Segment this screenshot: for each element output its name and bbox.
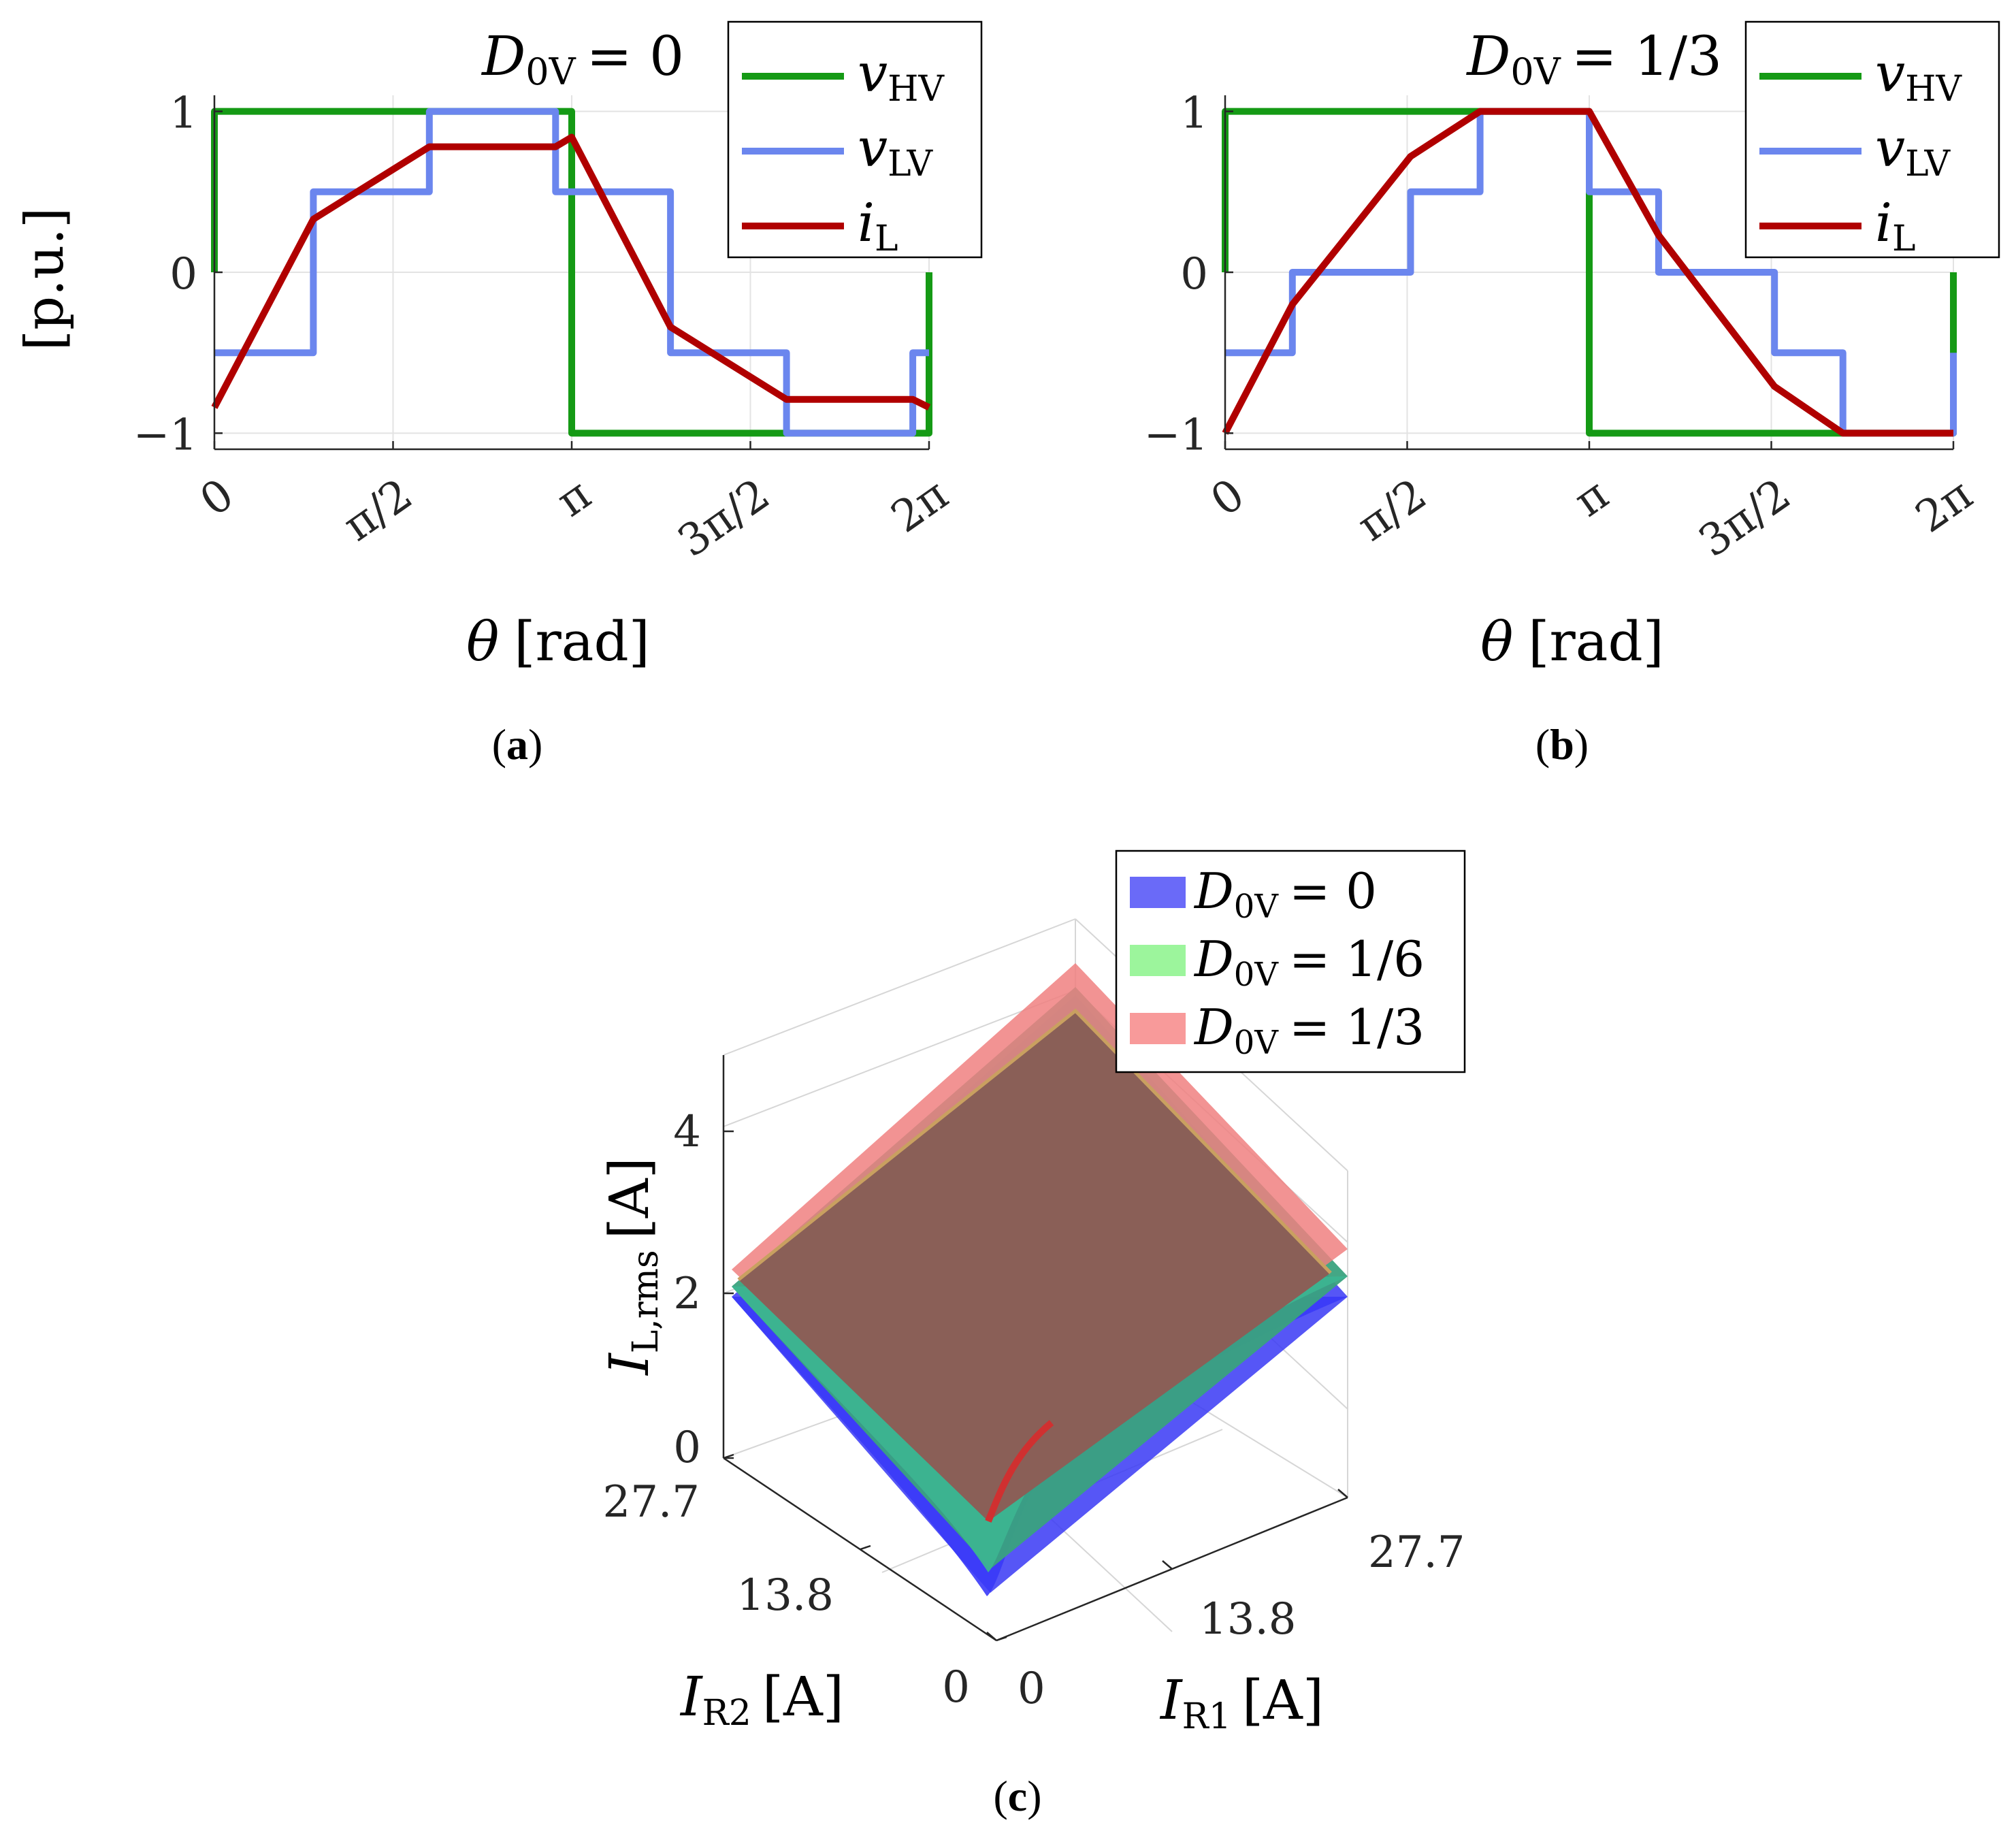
panel-b-xtick-label-1: π/2 bbox=[1349, 470, 1436, 551]
panel-a-xlabel: θ [rad] bbox=[466, 610, 650, 673]
panel-c-z-ticks: 0 2 4 bbox=[673, 1107, 701, 1473]
panel-a-xtick-label-2: π bbox=[548, 470, 600, 528]
panel-b-xlabel: θ [rad] bbox=[1480, 610, 1664, 673]
panel-a-xtick-label-1: π/2 bbox=[335, 470, 422, 551]
ytick-13-8: 13.8 bbox=[737, 1570, 834, 1621]
panel-c-legend-label-1: D0V = 1/6 bbox=[1193, 931, 1425, 994]
panel-b-series-iL bbox=[1222, 108, 1953, 437]
panel-a-legend-label-1: vLV bbox=[858, 118, 933, 184]
panel-b-line-chart: 0 π/2 π 3π/2 2π 1 0 −1 D0V = 1/3 θ [rad] vHV vLV iL… bbox=[1144, 20, 2000, 769]
ztick-2: 2 bbox=[673, 1269, 701, 1319]
panel-c-legend-swatch-2 bbox=[1130, 1013, 1186, 1044]
panel-b-xtick-label-4: 2π bbox=[1907, 470, 1982, 543]
ytick-0: 0 bbox=[942, 1662, 970, 1713]
surface-d0v-1-3 bbox=[732, 963, 1348, 1523]
panel-c-xlabel: IR1 [A] bbox=[1159, 1668, 1324, 1737]
panel-a-caption: (a) bbox=[492, 720, 543, 769]
panel-b-xtick-label-2: π bbox=[1565, 470, 1618, 528]
panel-a-legend-label-2: iL bbox=[858, 193, 898, 259]
panel-a-title: D0V = 0 bbox=[481, 25, 684, 93]
panel-b-title: D0V = 1/3 bbox=[1465, 25, 1722, 93]
panel-b-ytick-label-1: 0 bbox=[1180, 249, 1208, 300]
panel-b-caption: (b) bbox=[1535, 720, 1589, 769]
panel-c-legend-label-2: D0V = 1/3 bbox=[1193, 999, 1425, 1062]
panel-b-legend-label-2: iL bbox=[1875, 193, 1915, 259]
panel-b-xtick-label-3: 3π/2 bbox=[1690, 470, 1800, 568]
panel-b-legend-label-0: vHV bbox=[1875, 43, 1962, 110]
panel-c-axes bbox=[722, 1055, 1348, 1642]
panel-a-xtick-label-3: 3π/2 bbox=[669, 470, 779, 568]
panel-c-legend-label-0: D0V = 0 bbox=[1193, 862, 1377, 926]
panel-c-x-ticks: 0 13.8 27.7 bbox=[1018, 1527, 1465, 1714]
panel-a-ytick-label-0: 1 bbox=[169, 88, 197, 139]
panel-b-ytick-label-2: −1 bbox=[1144, 410, 1208, 460]
xtick-0: 0 bbox=[1018, 1664, 1045, 1714]
panel-c-legend-swatch-1 bbox=[1130, 945, 1186, 976]
panel-a-series-iL bbox=[211, 133, 931, 410]
panel-c-ylabel: IR2 [A] bbox=[679, 1665, 844, 1734]
panel-a-ytick-label-2: −1 bbox=[133, 410, 197, 460]
panel-b-xtick-label-0: 0 bbox=[1202, 470, 1254, 527]
panel-c-caption: (c) bbox=[993, 1772, 1041, 1820]
panel-a-ylabel: [p.u.] bbox=[14, 208, 76, 351]
ztick-4: 4 bbox=[673, 1107, 701, 1157]
panel-a-line-chart: 0 π/2 π 3π/2 2π 1 0 −1 [p.u.] D0V = 0 θ [rad] vHV… bbox=[14, 20, 983, 769]
xtick-13-8: 13.8 bbox=[1199, 1594, 1297, 1645]
panel-b-legend: vHV vLV iL bbox=[1744, 20, 2000, 259]
panel-c-surface-chart: 0 2 4 27.7 13.8 0 0 13.8 27.7 IL,rms[A] … bbox=[598, 850, 1466, 1820]
panel-a-xtick-label-0: 0 bbox=[191, 470, 243, 527]
xtick-27-7: 27.7 bbox=[1368, 1527, 1465, 1578]
ztick-0: 0 bbox=[673, 1423, 701, 1473]
panel-b-legend-label-1: vLV bbox=[1875, 118, 1951, 184]
panel-c-zlabel: IL,rms[A] bbox=[598, 1157, 666, 1376]
panel-a-xtick-label-4: 2π bbox=[883, 470, 958, 543]
panel-c-y-ticks: 27.7 13.8 0 bbox=[603, 1477, 971, 1713]
ytick-27-7: 27.7 bbox=[603, 1477, 700, 1527]
panel-c-legend-swatch-0 bbox=[1130, 877, 1186, 908]
panel-a-legend: vHV vLV iL bbox=[727, 20, 983, 259]
panel-a-legend-label-0: vHV bbox=[858, 43, 945, 110]
panel-a-ytick-label-1: 0 bbox=[169, 249, 197, 300]
panel-a-axes bbox=[213, 95, 930, 451]
svg-text:θ[rad]: θ [rad] bbox=[1480, 610, 1664, 673]
panel-b-series-vLV bbox=[1225, 108, 1957, 437]
panel-b-axes bbox=[1224, 95, 1955, 451]
panel-a-series-vLV bbox=[214, 108, 929, 437]
svg-text:θ[rad]: θ [rad] bbox=[466, 610, 650, 673]
panel-b-ytick-label-0: 1 bbox=[1180, 88, 1208, 139]
